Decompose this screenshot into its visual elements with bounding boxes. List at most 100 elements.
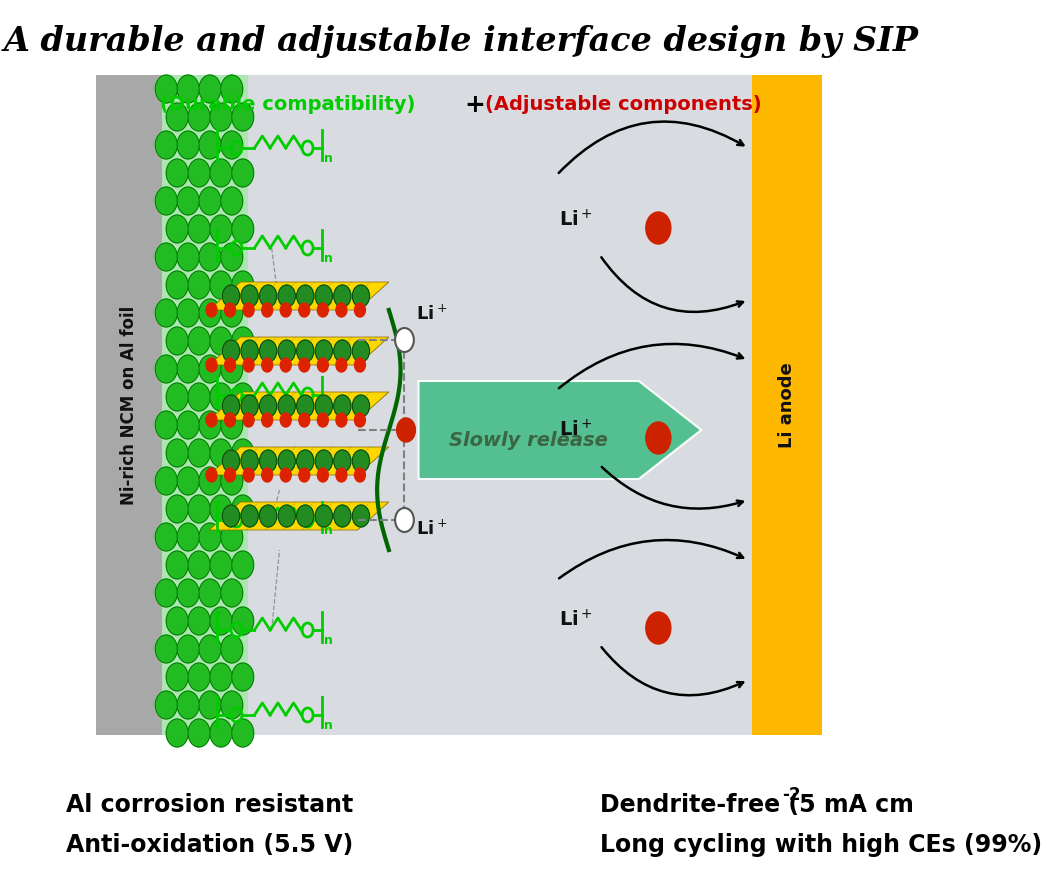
Circle shape xyxy=(222,395,240,417)
Circle shape xyxy=(262,413,272,427)
Circle shape xyxy=(177,187,199,215)
Circle shape xyxy=(280,303,291,317)
Circle shape xyxy=(355,413,365,427)
Circle shape xyxy=(352,505,370,527)
Circle shape xyxy=(156,131,177,159)
Circle shape xyxy=(221,187,243,215)
Circle shape xyxy=(177,131,199,159)
Circle shape xyxy=(260,395,277,417)
Circle shape xyxy=(296,285,314,307)
Circle shape xyxy=(156,467,177,495)
Circle shape xyxy=(221,635,243,663)
Circle shape xyxy=(199,635,221,663)
Text: A durable and adjustable interface design by SIP: A durable and adjustable interface desig… xyxy=(3,25,919,58)
Text: (Durable compatibility): (Durable compatibility) xyxy=(160,96,414,114)
Circle shape xyxy=(188,439,210,467)
Circle shape xyxy=(199,355,221,383)
Circle shape xyxy=(232,439,254,467)
Circle shape xyxy=(395,328,413,352)
Circle shape xyxy=(646,422,671,454)
Circle shape xyxy=(243,413,254,427)
Circle shape xyxy=(334,340,351,362)
Circle shape xyxy=(232,103,254,131)
Text: n: n xyxy=(324,152,333,165)
Circle shape xyxy=(278,450,295,472)
Circle shape xyxy=(156,299,177,327)
Circle shape xyxy=(188,215,210,243)
Circle shape xyxy=(166,439,188,467)
Circle shape xyxy=(156,75,177,103)
Circle shape xyxy=(262,358,272,372)
Circle shape xyxy=(156,243,177,271)
Circle shape xyxy=(352,340,370,362)
Text: Li$^+$: Li$^+$ xyxy=(560,209,593,231)
Circle shape xyxy=(397,418,416,442)
Circle shape xyxy=(222,285,240,307)
Circle shape xyxy=(199,579,221,607)
Text: Li$^+$: Li$^+$ xyxy=(417,520,448,539)
Circle shape xyxy=(156,579,177,607)
Circle shape xyxy=(336,468,347,482)
Circle shape xyxy=(352,395,370,417)
Circle shape xyxy=(224,413,236,427)
Circle shape xyxy=(260,285,277,307)
Text: n: n xyxy=(324,633,333,646)
Circle shape xyxy=(232,551,254,579)
Circle shape xyxy=(232,495,254,523)
Text: Dendrite-free (5 mA cm: Dendrite-free (5 mA cm xyxy=(599,793,914,817)
Circle shape xyxy=(336,413,347,427)
Circle shape xyxy=(221,243,243,271)
Circle shape xyxy=(395,508,413,532)
Circle shape xyxy=(232,327,254,355)
Circle shape xyxy=(280,468,291,482)
Circle shape xyxy=(241,285,258,307)
Circle shape xyxy=(224,358,236,372)
Circle shape xyxy=(188,719,210,747)
Text: Slowly release: Slowly release xyxy=(449,431,608,449)
Text: (Adjustable components): (Adjustable components) xyxy=(484,96,761,114)
Circle shape xyxy=(334,285,351,307)
Circle shape xyxy=(221,523,243,551)
Circle shape xyxy=(177,635,199,663)
Circle shape xyxy=(166,103,188,131)
Text: Al corrosion resistant: Al corrosion resistant xyxy=(66,793,353,817)
Circle shape xyxy=(278,505,295,527)
Polygon shape xyxy=(209,282,388,310)
Circle shape xyxy=(156,635,177,663)
Circle shape xyxy=(241,395,258,417)
Bar xyxy=(96,75,162,735)
Circle shape xyxy=(241,340,258,362)
Circle shape xyxy=(315,340,332,362)
Circle shape xyxy=(206,468,217,482)
Circle shape xyxy=(221,355,243,383)
Circle shape xyxy=(232,159,254,187)
Circle shape xyxy=(315,285,332,307)
Circle shape xyxy=(166,383,188,411)
Circle shape xyxy=(177,579,199,607)
Circle shape xyxy=(177,467,199,495)
Circle shape xyxy=(224,303,236,317)
Circle shape xyxy=(166,551,188,579)
Circle shape xyxy=(646,612,671,644)
Circle shape xyxy=(199,187,221,215)
Circle shape xyxy=(188,551,210,579)
Circle shape xyxy=(222,340,240,362)
Circle shape xyxy=(156,523,177,551)
Circle shape xyxy=(299,413,310,427)
Circle shape xyxy=(260,505,277,527)
Text: Li$^+$: Li$^+$ xyxy=(417,304,448,324)
Circle shape xyxy=(177,75,199,103)
Polygon shape xyxy=(209,392,388,420)
FancyArrow shape xyxy=(419,381,702,479)
Circle shape xyxy=(334,505,351,527)
Circle shape xyxy=(355,468,365,482)
Circle shape xyxy=(210,663,232,691)
Circle shape xyxy=(166,719,188,747)
Circle shape xyxy=(315,450,332,472)
Circle shape xyxy=(210,159,232,187)
Text: Li$^+$: Li$^+$ xyxy=(560,419,593,440)
Bar xyxy=(752,75,823,735)
Circle shape xyxy=(210,719,232,747)
Circle shape xyxy=(206,303,217,317)
Circle shape xyxy=(352,285,370,307)
